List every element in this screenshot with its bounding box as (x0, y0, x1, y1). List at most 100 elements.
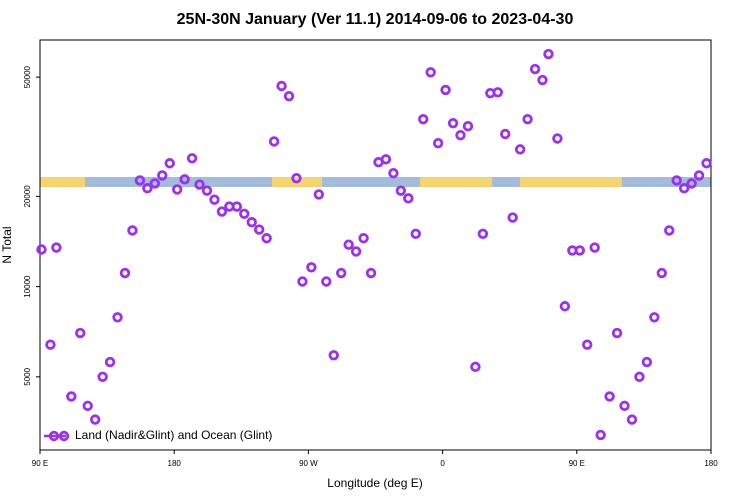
point (127, 225, 138, 236)
point (693, 170, 705, 181)
point (410, 228, 421, 240)
x-tick-label: 180 (168, 459, 182, 468)
point (36, 244, 47, 255)
point (328, 350, 339, 361)
point (543, 48, 554, 60)
point (701, 158, 712, 169)
point (626, 414, 638, 425)
point (403, 193, 414, 204)
point (253, 224, 265, 235)
point (380, 154, 392, 165)
y-axis-label: N Total (0, 226, 14, 263)
legend-marker (48, 430, 60, 442)
point (261, 233, 272, 244)
point (649, 312, 660, 323)
point (656, 267, 667, 279)
point (276, 80, 287, 92)
point (358, 233, 369, 244)
point (209, 194, 220, 205)
point (104, 356, 116, 368)
point (321, 276, 332, 287)
point (664, 225, 675, 236)
point (492, 87, 503, 98)
point (634, 371, 645, 383)
point (425, 67, 436, 78)
chart-title: 25N-30N January (Ver 11.1) 2014-09-06 to… (177, 11, 574, 28)
point (686, 178, 697, 189)
point (432, 137, 444, 149)
point (171, 184, 183, 195)
y-tick-label: 5000 (23, 367, 32, 385)
x-tick-label: 180 (704, 459, 718, 468)
point (291, 172, 302, 184)
point (447, 117, 459, 129)
point (418, 113, 429, 125)
point (194, 179, 205, 190)
point (671, 175, 682, 186)
point (246, 217, 257, 228)
x-tick-label: 90 E (569, 459, 585, 468)
point (66, 391, 77, 402)
point (149, 178, 161, 189)
point (45, 339, 56, 350)
point (239, 208, 250, 219)
point (179, 174, 190, 185)
point (641, 356, 653, 368)
point (440, 84, 451, 96)
point (455, 130, 466, 141)
point (216, 206, 228, 217)
point (336, 267, 347, 279)
point (529, 63, 541, 75)
point (537, 74, 548, 86)
point (365, 267, 377, 279)
point (552, 133, 563, 144)
point (574, 245, 585, 256)
x-tick-label: 90 E (32, 459, 48, 468)
land-strip (520, 177, 622, 187)
point (268, 136, 280, 147)
point (283, 90, 295, 102)
point (582, 339, 593, 350)
point (477, 228, 489, 240)
point (142, 182, 153, 194)
y-tick-label: 10000 (23, 275, 32, 298)
ocean-strip (40, 177, 711, 187)
x-tick-label: 0 (440, 459, 445, 468)
point (186, 153, 198, 164)
point (611, 327, 623, 339)
point (97, 371, 108, 383)
point (306, 262, 317, 273)
point (164, 158, 175, 169)
point (678, 182, 690, 194)
point (89, 414, 101, 425)
point (507, 212, 518, 223)
y-tick-label: 20000 (23, 185, 32, 208)
point (388, 167, 399, 179)
x-axis-label: Longitude (deg E) (327, 476, 422, 490)
point (134, 175, 146, 186)
point (201, 185, 213, 196)
point (559, 301, 571, 312)
point (231, 201, 243, 212)
point (297, 276, 308, 287)
legend-marker (58, 430, 70, 442)
point (462, 120, 474, 132)
land-strip (420, 177, 492, 187)
legend-label: Land (Nadir&Glint) and Ocean (Glint) (75, 428, 272, 442)
point (343, 239, 354, 250)
point (75, 327, 86, 339)
point (395, 185, 407, 196)
point (604, 391, 615, 402)
point (589, 242, 600, 253)
point (119, 267, 131, 279)
y-tick-label: 50000 (23, 65, 32, 88)
point (514, 144, 526, 155)
point (157, 170, 168, 181)
point (51, 242, 62, 253)
point (500, 128, 511, 140)
point (470, 361, 481, 373)
point (112, 312, 123, 323)
x-tick-label: 90 W (299, 459, 318, 468)
